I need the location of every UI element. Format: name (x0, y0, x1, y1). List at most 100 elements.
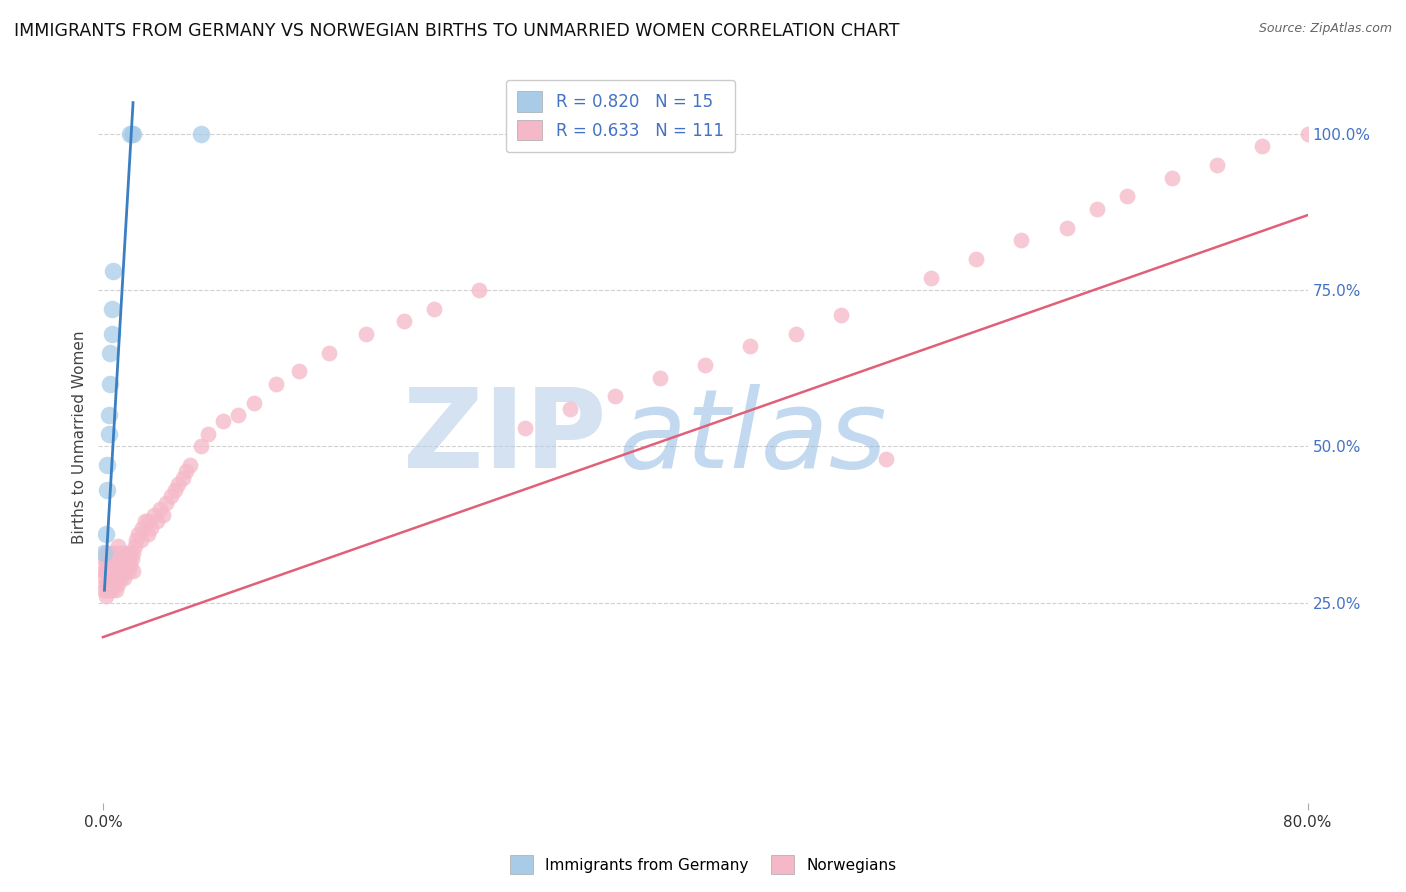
Point (179, 458, 201, 473)
Point (101, 326, 124, 341)
Point (94, 527, 117, 541)
Point (920, 270, 942, 285)
Point (149, 502, 172, 516)
Point (356, 326, 378, 341)
Point (129, 533, 152, 548)
Point (118, 127, 141, 141)
Text: ZIP: ZIP (404, 384, 606, 491)
Point (125, 533, 148, 548)
Point (96, 546, 118, 560)
Point (174, 465, 197, 479)
Point (127, 527, 149, 541)
Point (167, 477, 190, 491)
Point (110, 571, 132, 585)
Point (134, 515, 156, 529)
Point (100, 558, 122, 573)
Point (264, 376, 287, 391)
Point (242, 395, 264, 409)
Point (104, 577, 127, 591)
Point (111, 565, 134, 579)
Point (1296, 127, 1319, 141)
Point (93, 552, 115, 566)
Point (97, 552, 120, 566)
Point (1056, 220, 1078, 235)
Point (105, 571, 128, 585)
Point (603, 389, 626, 403)
Point (105, 558, 128, 573)
Point (118, 558, 141, 573)
Point (1115, 189, 1137, 203)
Point (93, 583, 115, 598)
Point (1206, 158, 1229, 172)
Point (423, 301, 446, 316)
Point (111, 552, 134, 566)
Point (155, 496, 177, 510)
Point (100, 345, 122, 359)
Point (97, 408, 120, 422)
Point (108, 552, 131, 566)
Point (558, 401, 581, 416)
Point (112, 571, 135, 585)
Point (104, 565, 127, 579)
Point (100, 546, 122, 560)
Point (1085, 202, 1108, 216)
Point (875, 452, 897, 467)
Text: Source: ZipAtlas.com: Source: ZipAtlas.com (1258, 22, 1392, 36)
Point (118, 546, 141, 560)
Point (93, 565, 115, 579)
Point (96, 583, 118, 598)
Point (1011, 233, 1033, 247)
Point (115, 546, 138, 560)
Point (117, 565, 139, 579)
Point (695, 358, 717, 372)
Point (830, 308, 852, 322)
Point (112, 558, 135, 573)
Point (143, 508, 166, 523)
Text: atlas: atlas (619, 384, 887, 491)
Point (107, 565, 129, 579)
Point (94, 577, 117, 591)
Point (122, 565, 145, 579)
Point (172, 471, 194, 485)
Point (121, 552, 143, 566)
Point (94, 546, 117, 560)
Point (107, 540, 129, 554)
Point (122, 127, 145, 141)
Point (101, 301, 124, 316)
Legend: R = 0.820   N = 15, R = 0.633   N = 111: R = 0.820 N = 15, R = 0.633 N = 111 (506, 79, 735, 152)
Point (159, 490, 181, 504)
Point (103, 264, 125, 278)
Point (287, 364, 309, 378)
Point (96, 458, 118, 473)
Point (965, 252, 987, 266)
Point (115, 558, 138, 573)
Point (97, 583, 120, 598)
Point (318, 345, 340, 359)
Point (100, 376, 122, 391)
Point (121, 127, 143, 141)
Point (131, 521, 153, 535)
Point (110, 558, 132, 573)
Point (468, 283, 491, 297)
Point (104, 546, 127, 560)
Point (101, 583, 124, 598)
Point (190, 440, 212, 454)
Point (105, 583, 128, 598)
Point (96, 552, 118, 566)
Point (93, 546, 115, 560)
Point (107, 552, 129, 566)
Point (165, 483, 187, 498)
Point (103, 565, 125, 579)
Point (139, 521, 162, 535)
Point (100, 571, 122, 585)
Point (785, 326, 807, 341)
Y-axis label: Births to Unmarried Women: Births to Unmarried Women (72, 330, 87, 544)
Point (513, 420, 536, 434)
Point (117, 552, 139, 566)
Point (101, 552, 124, 566)
Point (96, 565, 118, 579)
Point (136, 527, 159, 541)
Point (94, 558, 117, 573)
Point (101, 571, 124, 585)
Point (96, 483, 118, 498)
